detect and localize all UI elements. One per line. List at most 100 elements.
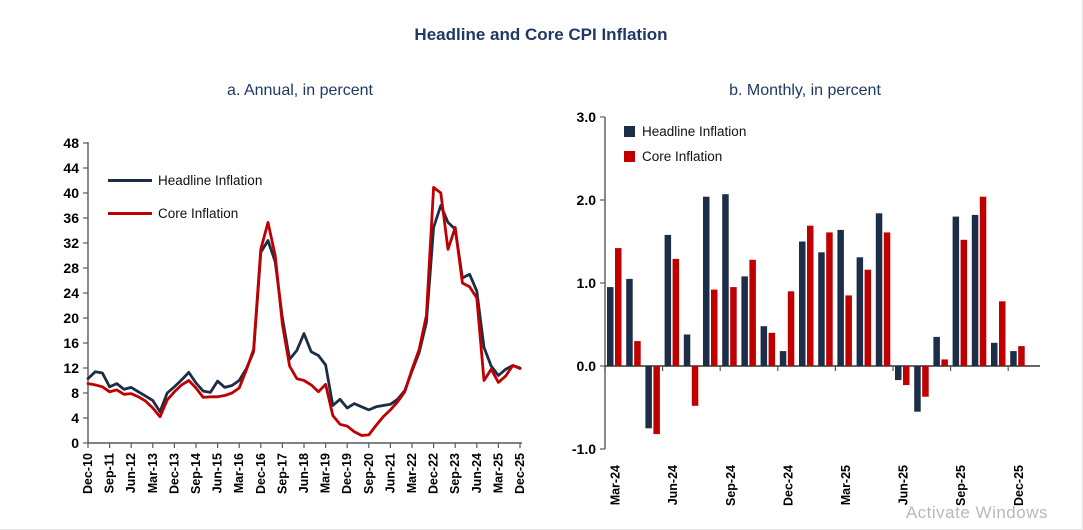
x-tick-label: Jun-15 (211, 453, 225, 493)
core-line-swatch (108, 211, 152, 215)
bar-core (826, 232, 833, 366)
bar-core (903, 366, 910, 386)
bar-headline (664, 234, 672, 366)
y-tick-label: 1.0 (577, 275, 597, 291)
bar-headline (837, 229, 844, 366)
x-tick-label: Mar-24 (609, 465, 623, 505)
x-tick-label: Jun-25 (897, 465, 911, 505)
bar-headline (895, 366, 902, 381)
y-tick-label: 0.0 (577, 358, 597, 374)
bar-core (807, 225, 814, 366)
y-tick-label: 3.0 (577, 109, 597, 125)
bar-core (941, 359, 948, 366)
x-tick-label: Mar-25 (491, 453, 505, 493)
x-tick-label: Jun-21 (383, 453, 397, 493)
bar-core (864, 269, 872, 366)
bar-headline (779, 351, 787, 366)
x-tick-label: Sep-24 (724, 465, 738, 506)
bar-core (883, 232, 891, 366)
activate-windows-watermark: Activate Windows (905, 503, 1048, 522)
x-tick-label: Dec-16 (254, 453, 268, 494)
legend-item-headline: Headline Inflation (108, 168, 262, 192)
y-tick-label: 40 (63, 185, 79, 201)
y-tick-label: 20 (63, 310, 79, 326)
legend-label-core: Core Inflation (642, 149, 723, 164)
headline-square-swatch (624, 126, 635, 137)
bar-headline (1010, 351, 1017, 366)
line-series-core (86, 185, 522, 437)
legend-item-headline: Headline Inflation (624, 122, 746, 141)
panel-b-title: b. Monthly, in percent (729, 82, 881, 99)
y-tick-label: 0 (71, 435, 79, 451)
y-tick-label: 36 (63, 210, 79, 226)
bar-headline (914, 366, 921, 412)
legend-item-core: Core Inflation (624, 147, 746, 166)
figure-title: Headline and Core CPI Inflation (414, 25, 668, 44)
bar-core (634, 341, 641, 366)
bar-headline (683, 334, 691, 366)
x-tick-label: Dec-24 (781, 465, 795, 506)
panel-a-title: a. Annual, in percent (227, 82, 373, 99)
bar-core (1018, 346, 1025, 366)
legend-label-core: Core Inflation (158, 205, 239, 221)
y-tick-label: 2.0 (577, 192, 597, 208)
y-tick-label: 24 (63, 285, 79, 301)
bar-core (730, 287, 737, 366)
x-tick-label: Sep-23 (448, 453, 462, 494)
x-tick-label: Sep-20 (362, 453, 376, 494)
bar-core (691, 366, 699, 406)
line-series-headline (86, 204, 522, 414)
x-tick-label: Mar-22 (405, 453, 419, 493)
bar-headline (799, 241, 806, 366)
bar-core (653, 366, 660, 435)
x-tick-label: Mar-25 (839, 465, 853, 505)
bar-core (672, 258, 680, 366)
legend-item-core: Core Inflation (108, 201, 262, 225)
x-tick-label: Sep-17 (275, 453, 289, 494)
bar-headline (741, 276, 748, 366)
x-tick-label: Mar-19 (319, 453, 333, 493)
y-tick-label: -1.0 (572, 441, 596, 457)
bar-core (787, 291, 795, 366)
bar-core (845, 295, 852, 366)
x-tick-label: Jun-24 (470, 453, 484, 493)
bar-headline (645, 366, 652, 429)
headline-line-swatch (108, 178, 152, 182)
core-square-swatch (624, 151, 635, 162)
bar-headline (971, 214, 979, 366)
x-tick-label: Dec-25 (1012, 465, 1026, 506)
y-tick-label: 32 (63, 235, 79, 251)
bar-headline (722, 194, 729, 366)
x-tick-label: Sep-11 (103, 453, 117, 493)
bar-headline (703, 196, 710, 366)
x-tick-label: Jun-12 (124, 453, 138, 493)
x-tick-label: Sep-25 (954, 465, 968, 506)
x-tick-label: Jun-18 (297, 453, 311, 493)
y-tick-label: 4 (71, 410, 79, 426)
x-tick-label: Sep-14 (189, 453, 203, 494)
bar-core (768, 332, 776, 366)
bar-headline (991, 342, 998, 366)
y-tick-label: 12 (63, 360, 79, 376)
panel-b-plot: 3.0 2.0 1.0 0.0 -1.0 Mar-24 Jun-24 Sep-24 Dec-24… (572, 109, 1040, 506)
bar-headline (952, 216, 960, 366)
bar-core (999, 301, 1006, 366)
bar-core (979, 196, 987, 366)
y-tick-label: 28 (63, 260, 79, 276)
bar-headline (607, 287, 614, 366)
x-tick-label: Mar-13 (146, 453, 160, 493)
legend-label-headline: Headline Inflation (158, 172, 263, 188)
y-tick-label: 48 (63, 135, 79, 151)
x-tick-label: Dec-19 (340, 453, 354, 494)
x-tick-label: Dec-10 (81, 453, 95, 494)
legend-label-headline: Headline Inflation (642, 124, 747, 139)
bar-headline (875, 213, 883, 366)
bar-core (711, 289, 718, 366)
bar-core (922, 366, 929, 397)
x-tick-label: Jun-24 (666, 465, 680, 505)
bar-core (960, 239, 968, 366)
bar-headline (856, 257, 864, 366)
